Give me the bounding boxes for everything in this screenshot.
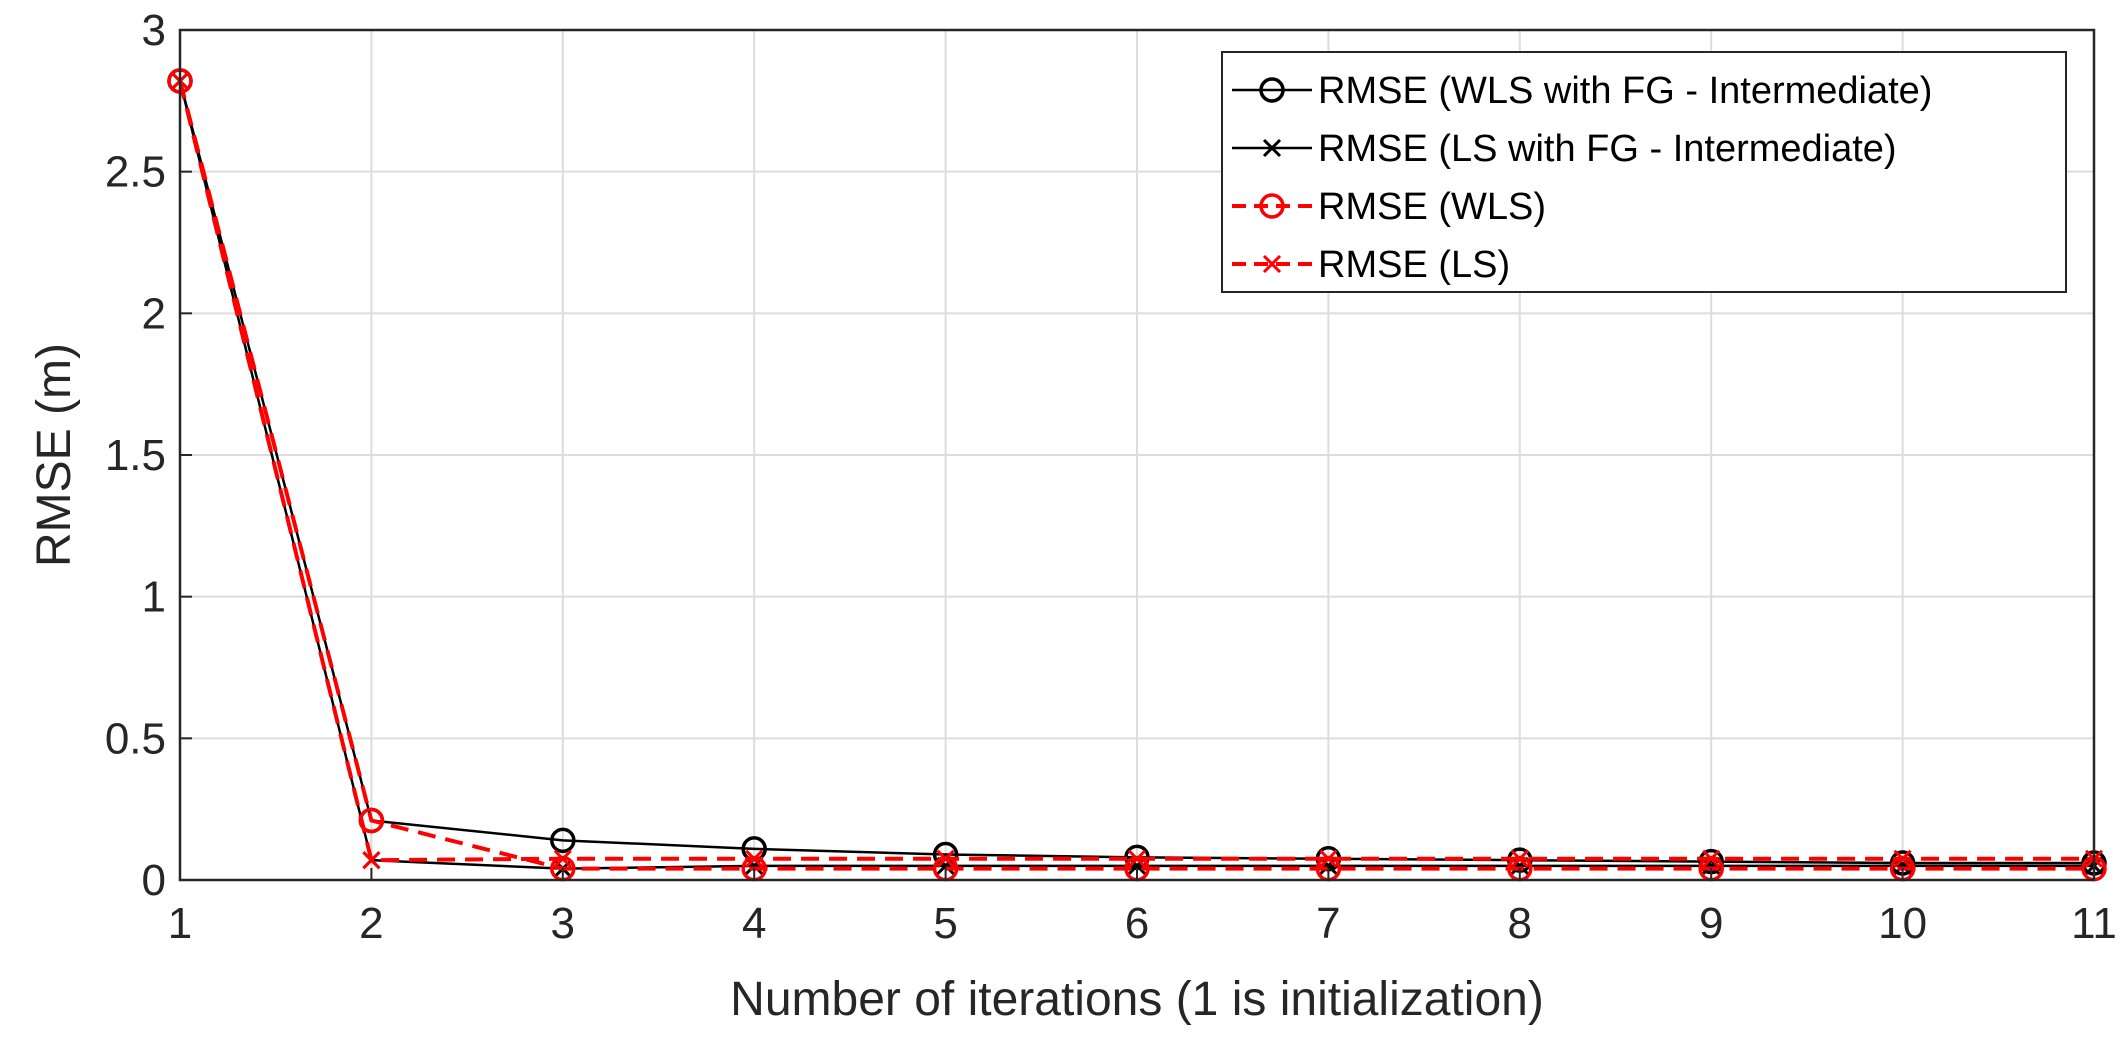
data-point xyxy=(1319,849,1338,868)
legend-label: RMSE (WLS) xyxy=(1318,186,1546,228)
data-point xyxy=(362,851,381,870)
legend-label: RMSE (WLS with FG - Intermediate) xyxy=(1318,70,1932,112)
legend-box xyxy=(1221,51,2067,293)
legend-item: RMSE (LS with FG - Intermediate) xyxy=(1232,128,1897,170)
data-point xyxy=(550,827,576,854)
y-tick-label: 1.5 xyxy=(105,431,166,480)
series-line xyxy=(178,80,2094,863)
legend-item: RMSE (WLS) xyxy=(1232,186,1546,228)
y-tick-label: 1 xyxy=(142,573,166,622)
y-tick-label: 3 xyxy=(142,6,166,55)
series-4 xyxy=(170,71,2104,870)
legend-marker xyxy=(1259,77,1285,103)
x-tick-label: 4 xyxy=(742,899,766,948)
series-line xyxy=(178,80,2094,871)
x-tick-label: 2 xyxy=(359,899,383,948)
data-point xyxy=(936,849,955,868)
x-tick-label: 5 xyxy=(933,899,957,948)
data-point xyxy=(1127,849,1147,868)
data-point xyxy=(553,849,572,868)
x-tick-label: 1 xyxy=(168,899,192,948)
data-point xyxy=(1893,849,1912,868)
axis-ticks: 1 2 3 4 5 6 7 8 9 10 11 0 0.5 1 1.5 2 2.5 3 xyxy=(105,6,2117,948)
legend-marker xyxy=(1259,193,1285,219)
data-point xyxy=(1510,849,1529,868)
y-tick-label: 0.5 xyxy=(105,714,166,763)
x-tick-label: 8 xyxy=(1508,899,1532,948)
y-tick-label: 2.5 xyxy=(105,148,166,197)
x-tick-label: 9 xyxy=(1699,899,1723,948)
legend-marker xyxy=(1262,138,1282,158)
legend-label: RMSE (LS with FG - Intermediate) xyxy=(1318,128,1897,170)
x-tick-label: 10 xyxy=(1878,899,1927,948)
legend-item: RMSE (LS) xyxy=(1232,244,1510,286)
legend-label: RMSE (LS) xyxy=(1318,244,1510,286)
x-tick-label: 3 xyxy=(551,899,575,948)
x-tick-label: 7 xyxy=(1316,899,1340,948)
legend: RMSE (WLS with FG - Intermediate) RMSE (L… xyxy=(1221,51,2067,293)
y-tick-label: 2 xyxy=(142,289,166,338)
y-tick-label: 0 xyxy=(142,856,166,905)
legend-marker xyxy=(1262,254,1282,274)
data-point xyxy=(1702,849,1721,868)
data-point xyxy=(745,849,764,868)
y-axis-label: RMSE (m) xyxy=(28,343,81,567)
x-tick-label: 11 xyxy=(2071,899,2117,948)
x-axis-label: Number of iterations (1 is initializatio… xyxy=(730,973,1544,1026)
x-tick-label: 6 xyxy=(1125,899,1149,948)
legend-item: RMSE (WLS with FG - Intermediate) xyxy=(1232,70,1932,112)
